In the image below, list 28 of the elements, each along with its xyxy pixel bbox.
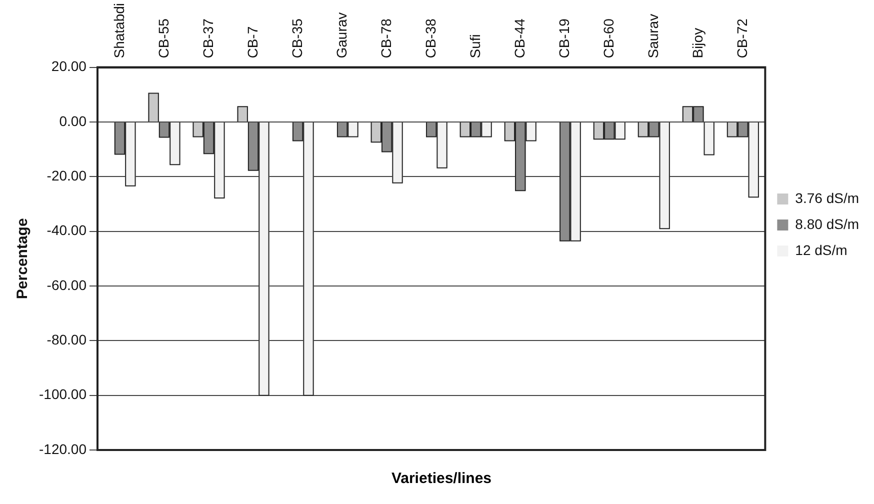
- x-tick-label: CB-38: [422, 18, 438, 58]
- y-tick-label: -120.00: [39, 440, 87, 457]
- x-tick-label: CB-60: [600, 18, 616, 58]
- y-axis-title: Percentage: [14, 218, 32, 300]
- x-tick-label: Saurav: [644, 14, 661, 58]
- y-tick-label: 0.00: [59, 112, 87, 129]
- x-tick-label: CB-72: [734, 18, 750, 58]
- x-tick-label: CB-44: [511, 18, 528, 58]
- x-tick-label: Bijoy: [689, 28, 706, 58]
- y-tick-label: -40.00: [46, 222, 87, 238]
- x-tick-label: Gaurav: [333, 12, 350, 58]
- legend-label: 8.80 dS/m: [795, 216, 860, 232]
- y-tick-label: -100.00: [39, 386, 87, 402]
- x-tick-label: CB-78: [378, 18, 394, 58]
- x-tick-label: CB-55: [155, 18, 172, 58]
- y-tick-label: -60.00: [46, 276, 87, 293]
- y-tick-label: -20.00: [46, 167, 87, 184]
- y-tick-label: 20.00: [51, 58, 87, 74]
- x-tick-label: Sufi: [466, 34, 483, 58]
- x-axis-title: Varieties/lines: [390, 470, 493, 487]
- x-tick-label: Shatabdi: [110, 2, 127, 58]
- x-tick-label: CB-37: [200, 18, 216, 58]
- legend-label: 3.76 dS/m: [795, 190, 860, 206]
- x-tick-label: CB-19: [556, 18, 572, 58]
- x-tick-label: CB-7: [244, 26, 260, 58]
- legend-label: 12 dS/m: [795, 242, 848, 258]
- y-tick-label: -80.00: [46, 332, 87, 348]
- x-tick-label: CB-35: [288, 18, 305, 58]
